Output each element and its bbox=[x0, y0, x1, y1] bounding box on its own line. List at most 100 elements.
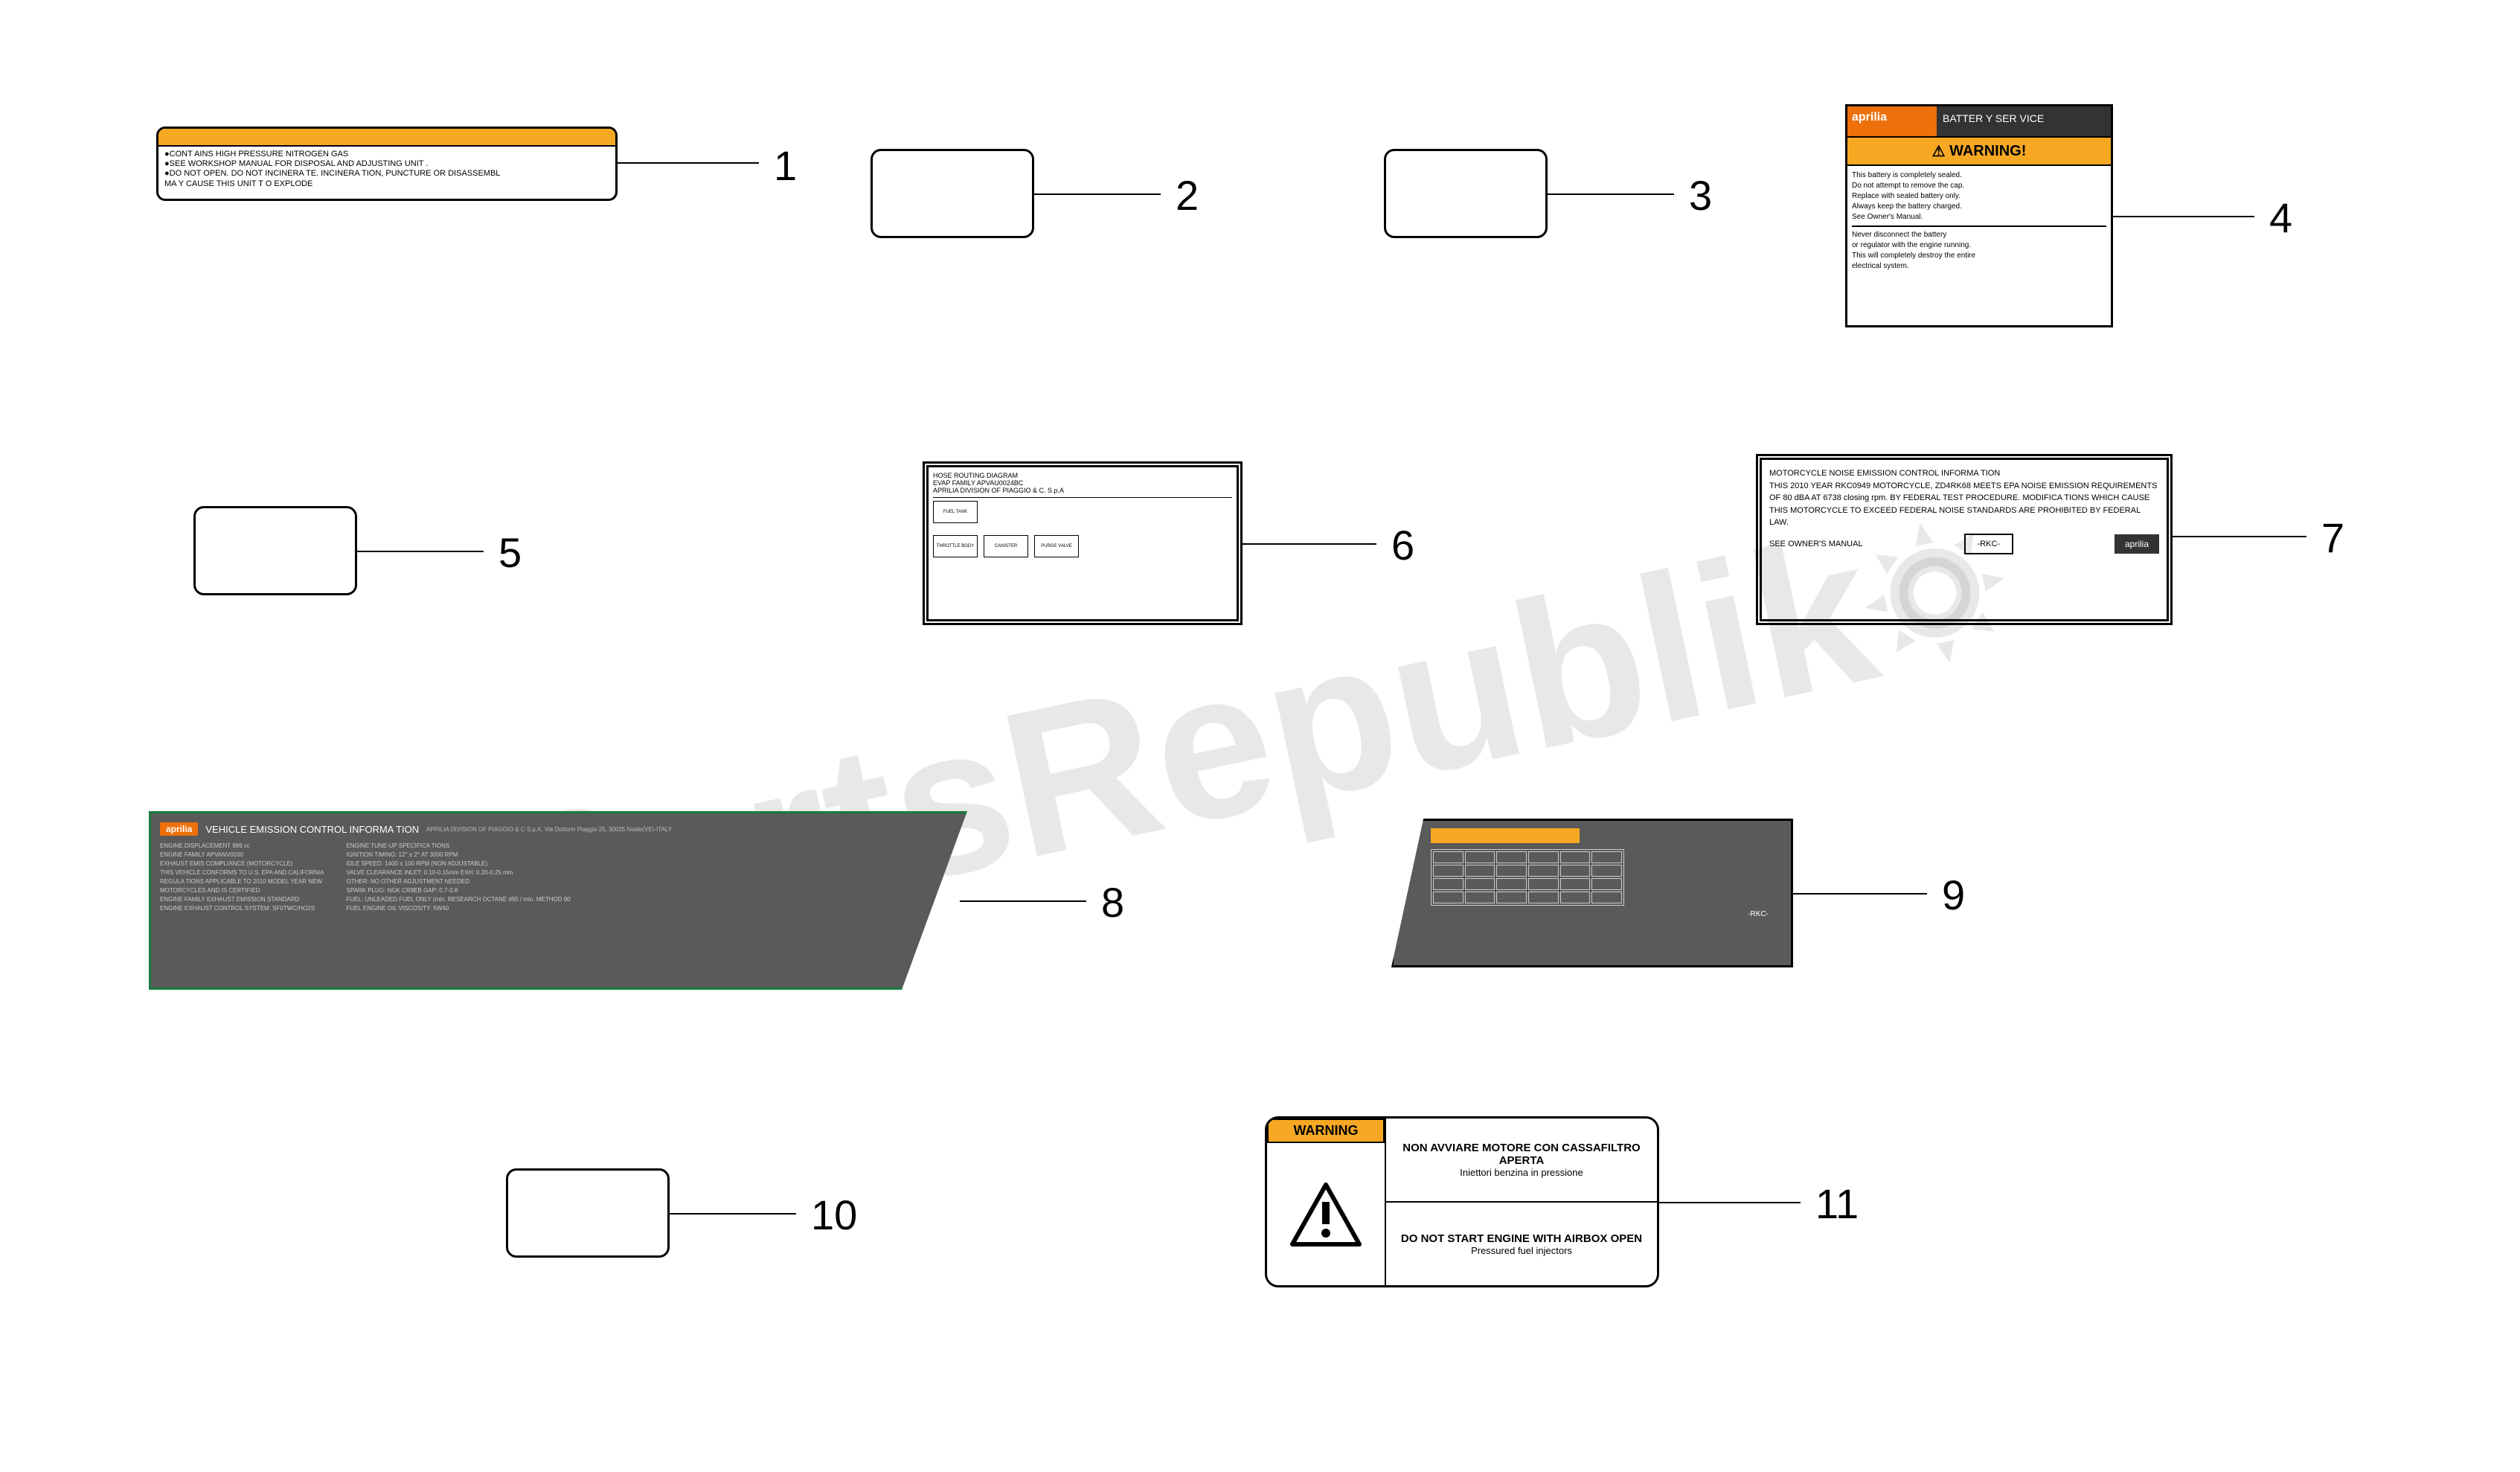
label-7-noise-emission: MOTORCYCLE NOISE EMISSION CONTROL INFORM… bbox=[1756, 454, 2173, 625]
schematic-box: CANISTER bbox=[984, 535, 1028, 557]
label-7-footer: SEE OWNER'S MANUAL -RKC- aprilia bbox=[1769, 534, 2159, 555]
warning-triangle-icon bbox=[1267, 1143, 1385, 1285]
label-1-line: ●DO NOT OPEN. DO NOT INCINERA TE. INCINE… bbox=[164, 169, 609, 179]
callout-number-5: 5 bbox=[498, 528, 522, 577]
label-11-top-reg: Iniettori benzina in pressione bbox=[1392, 1167, 1651, 1178]
label-8-line: IGNITION TIMING: 12° ± 2° AT 3000 RPM bbox=[347, 851, 571, 860]
label-8-line: SPARK PLUG: NGK CR9EB GAP: 0.7-0.8 bbox=[347, 886, 571, 895]
label-4-line: or regulator with the engine running. bbox=[1852, 240, 2106, 251]
label-8-line: FUEL: UNLEADED FUEL ONLY (min. RESEARCH … bbox=[347, 895, 571, 904]
label-7-code: -RKC- bbox=[1964, 534, 2014, 555]
label-6-hline: APRILIA DIVISION OF PIAGGIO & C. S.p.A bbox=[933, 487, 1232, 494]
label-9-table bbox=[1431, 849, 1624, 906]
leader-4 bbox=[2113, 216, 2254, 217]
label-1-line: ●SEE WORKSHOP MANUAL FOR DISPOSAL AND AD… bbox=[164, 159, 609, 169]
leader-5 bbox=[357, 551, 484, 552]
label-2-placeholder bbox=[871, 149, 1034, 238]
leader-7 bbox=[2173, 536, 2306, 537]
label-1-band bbox=[158, 129, 615, 147]
label-4-battery-service: aprilia BATTER Y SER VICE ⚠ WARNING! Thi… bbox=[1845, 104, 2113, 327]
label-8-columns: ENGINE DISPLACEMENT 999 cc ENGINE FAMILY… bbox=[160, 842, 956, 913]
callout-number-11: 11 bbox=[1815, 1180, 1859, 1228]
label-8-line: IDLE SPEED: 1400 ± 100 RPM (NON ADJUSTAB… bbox=[347, 860, 571, 868]
leader-1 bbox=[618, 162, 759, 164]
callout-number-8: 8 bbox=[1101, 878, 1124, 927]
label-8-col1: ENGINE DISPLACEMENT 999 cc ENGINE FAMILY… bbox=[160, 842, 324, 913]
label-4-line: Never disconnect the battery bbox=[1852, 230, 2106, 240]
label-4-divider bbox=[1852, 225, 2106, 227]
label-11-bot-reg: Pressured fuel injectors bbox=[1392, 1245, 1651, 1256]
label-4-warning: ⚠ WARNING! bbox=[1847, 136, 2111, 166]
label-8-subtitle: APRILIA DIVISION OF PIAGGIO & C S.p.A. V… bbox=[426, 826, 672, 833]
label-8-line: ENGINE TUNE-UP SPECIFICA TIONS bbox=[347, 842, 571, 851]
label-8-line: ENGINE FAMILY EXHAUST EMISSION STANDARD bbox=[160, 895, 324, 904]
label-8-line: MOTORCYCLES AND IS CERTIFIED bbox=[160, 886, 324, 895]
schematic-box: PURGE VALVE bbox=[1034, 535, 1079, 557]
callout-number-7: 7 bbox=[2321, 513, 2344, 562]
schematic-box: FUEL TANK bbox=[933, 501, 978, 523]
leader-10 bbox=[670, 1213, 796, 1215]
label-6-hose-routing: HOSE ROUTING DIAGRAM EVAP FAMILY APVAU00… bbox=[923, 461, 1243, 625]
callout-number-3: 3 bbox=[1689, 171, 1712, 220]
label-8-line: VALVE CLEARANCE INLET: 0.10-0.15mm EXH: … bbox=[347, 868, 571, 877]
label-8-line: THIS VEHICLE CONFORMS TO U.S. EPA AND CA… bbox=[160, 868, 324, 877]
table-row bbox=[1433, 865, 1622, 877]
label-4-line: This battery is completely sealed. bbox=[1852, 170, 2106, 181]
label-8-header: aprilia VEHICLE EMISSION CONTROL INFORMA… bbox=[160, 822, 956, 836]
leader-6 bbox=[1243, 543, 1376, 545]
label-8-line: EXHAUST EMIS COMPLIANCE (MOTORCYCLE) bbox=[160, 860, 324, 868]
label-8-line: ENGINE EXHAUST CONTROL SYSTEM: SFI/TWC/H… bbox=[160, 904, 324, 913]
label-4-body: This battery is completely sealed. Do no… bbox=[1847, 166, 2111, 276]
label-8-vehicle-emission: aprilia VEHICLE EMISSION CONTROL INFORMA… bbox=[149, 811, 967, 990]
label-3-placeholder bbox=[1384, 149, 1548, 238]
callout-number-1: 1 bbox=[774, 141, 797, 190]
label-6-header: HOSE ROUTING DIAGRAM EVAP FAMILY APVAU00… bbox=[933, 472, 1232, 498]
label-9-code: -RKC- bbox=[1431, 910, 1783, 918]
leader-2 bbox=[1034, 193, 1161, 195]
label-9-band bbox=[1431, 828, 1580, 843]
label-11-bot: DO NOT START ENGINE WITH AIRBOX OPEN Pre… bbox=[1386, 1203, 1657, 1285]
label-8-line: OTHER: NO OTHER ADJUSTMENT NEEDED bbox=[347, 877, 571, 886]
label-4-line: Always keep the battery charged. bbox=[1852, 202, 2106, 212]
table-row bbox=[1433, 878, 1622, 890]
leader-8 bbox=[960, 900, 1086, 902]
label-4-subtitle: BATTER Y SER VICE bbox=[1937, 106, 2111, 136]
label-11-right: NON AVVIARE MOTORE CON CASSAFILTRO APERT… bbox=[1386, 1119, 1657, 1285]
label-8-line: ENGINE FAMILY APVANV0030 bbox=[160, 851, 324, 860]
label-8-brand: aprilia bbox=[160, 822, 198, 836]
label-6-hline: HOSE ROUTING DIAGRAM bbox=[933, 472, 1232, 479]
callout-number-10: 10 bbox=[811, 1191, 857, 1239]
warning-triangle-icon: ⚠ bbox=[1932, 142, 1946, 161]
label-11-top-bold: NON AVVIARE MOTORE CON CASSAFILTRO APERT… bbox=[1392, 1142, 1651, 1167]
label-1-body: ●CONT AINS HIGH PRESSURE NITROGEN GAS ●S… bbox=[158, 147, 615, 192]
label-8-line: FUEL ENGINE OIL VISCOSITY: 5W40 bbox=[347, 904, 571, 913]
label-9-tire-info: -RKC- bbox=[1391, 819, 1793, 967]
label-11-left: WARNING bbox=[1267, 1119, 1386, 1285]
label-11-airbox-warning: WARNING NON AVVIARE MOTORE CON CASSAFILT… bbox=[1265, 1116, 1659, 1287]
callout-number-2: 2 bbox=[1176, 171, 1199, 220]
leader-11 bbox=[1659, 1202, 1801, 1203]
schematic-box: THROTTLE BODY bbox=[933, 535, 978, 557]
label-10-placeholder bbox=[506, 1168, 670, 1258]
label-4-line: See Owner's Manual. bbox=[1852, 212, 2106, 223]
label-4-warning-text: WARNING! bbox=[1949, 143, 2026, 160]
label-4-line: electrical system. bbox=[1852, 261, 2106, 272]
label-1-shock-warning: ●CONT AINS HIGH PRESSURE NITROGEN GAS ●S… bbox=[156, 127, 618, 201]
label-7-title: MOTORCYCLE NOISE EMISSION CONTROL INFORM… bbox=[1769, 467, 2159, 480]
callout-number-6: 6 bbox=[1391, 521, 1414, 569]
label-6-hline: EVAP FAMILY APVAU0024BC bbox=[933, 479, 1232, 487]
label-7-logo: aprilia bbox=[2115, 534, 2159, 554]
label-4-header: aprilia BATTER Y SER VICE bbox=[1847, 106, 2111, 136]
leader-9 bbox=[1793, 893, 1927, 895]
label-8-line: ENGINE DISPLACEMENT 999 cc bbox=[160, 842, 324, 851]
label-5-placeholder bbox=[193, 506, 357, 595]
label-1-line: ●CONT AINS HIGH PRESSURE NITROGEN GAS bbox=[164, 150, 609, 159]
label-4-brand: aprilia bbox=[1847, 106, 1937, 136]
label-4-line: This will completely destroy the entire bbox=[1852, 251, 2106, 261]
label-8-col2: ENGINE TUNE-UP SPECIFICA TIONS IGNITION … bbox=[347, 842, 571, 913]
table-row bbox=[1433, 851, 1622, 863]
leader-3 bbox=[1548, 193, 1674, 195]
label-11-bot-bold: DO NOT START ENGINE WITH AIRBOX OPEN bbox=[1392, 1232, 1651, 1245]
label-1-line: MA Y CAUSE THIS UNIT T O EXPLODE bbox=[164, 179, 609, 189]
label-4-line: Replace with sealed battery only. bbox=[1852, 191, 2106, 202]
